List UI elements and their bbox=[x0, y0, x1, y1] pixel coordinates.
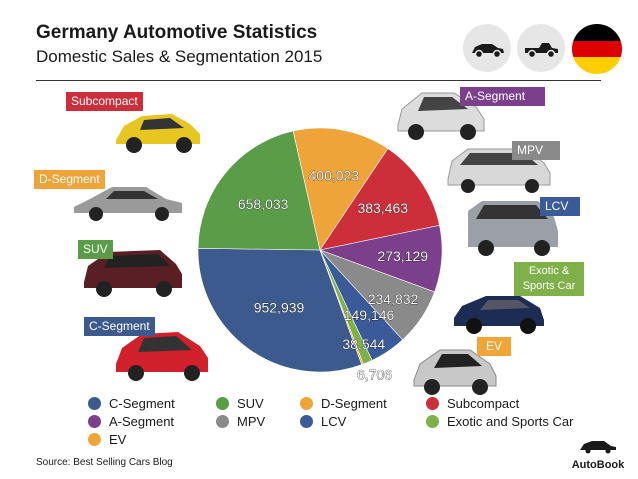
legend-item-exotic: Exotic and Sports Car bbox=[426, 414, 573, 429]
pie-label-suv: 658,033 bbox=[238, 196, 289, 212]
tag-ev: EV bbox=[477, 337, 511, 356]
legend-item-d-segment: D-Segment bbox=[300, 396, 387, 411]
legend-swatch bbox=[88, 397, 101, 410]
tag-mpv: MPV bbox=[512, 141, 560, 160]
legend-label: Subcompact bbox=[447, 396, 520, 411]
pie-slices bbox=[197, 127, 443, 373]
tag-suv: SUV bbox=[78, 240, 113, 259]
tag-subcompact: Subcompact bbox=[66, 92, 143, 111]
legend-swatch bbox=[88, 415, 101, 428]
legend-label: A-Segment bbox=[109, 414, 175, 429]
legend-item-lcv: LCV bbox=[300, 414, 346, 429]
legend-label: SUV bbox=[237, 396, 264, 411]
tag-lcv: LCV bbox=[540, 197, 580, 216]
tag-d-segment: D-Segment bbox=[34, 170, 105, 189]
legend-swatch bbox=[216, 415, 229, 428]
header-divider bbox=[36, 80, 601, 81]
tag-exotic: Exotic & Sports Car bbox=[514, 262, 584, 296]
page-subtitle: Domestic Sales & Segmentation 2015 bbox=[36, 47, 323, 66]
legend-label: Exotic and Sports Car bbox=[447, 414, 574, 429]
legend-item-mpv: MPV bbox=[216, 414, 265, 429]
pie-label-d-segment: 400,023 bbox=[309, 168, 360, 184]
subcompact-car-image bbox=[116, 114, 200, 153]
pie-slice-suv bbox=[197, 130, 321, 251]
source-note: Source: Best Selling Cars Blog bbox=[36, 457, 173, 468]
autobook-logo: AutoBook bbox=[568, 438, 628, 471]
legend-item-a-segment: A-Segment bbox=[88, 414, 174, 429]
legend-item-c-segment: C-Segment bbox=[88, 396, 175, 411]
exotic-car-image bbox=[454, 296, 544, 334]
pie-data-labels: 952,939 658,033 400,023 383,463 273,129 234,8… bbox=[238, 167, 429, 382]
legend-label: C-Segment bbox=[109, 396, 175, 411]
brand-name: AutoBook bbox=[571, 459, 625, 471]
flag-stripe-red bbox=[572, 40, 622, 58]
flag-stripe-black bbox=[572, 24, 622, 41]
pickup-icon bbox=[517, 24, 565, 72]
logo-car-icon bbox=[580, 441, 616, 454]
legend-swatch bbox=[216, 397, 229, 410]
c-segment-car-image bbox=[116, 332, 208, 381]
tag-a-segment: A-Segment bbox=[460, 87, 545, 106]
pie-slice-d-segment bbox=[292, 127, 389, 251]
legend-swatch bbox=[300, 415, 313, 428]
pie-label-lcv: 149,146 bbox=[344, 307, 395, 323]
pie-label-c-segment: 952,939 bbox=[254, 300, 305, 316]
suv-car-image bbox=[84, 250, 182, 297]
pie-slice-ev bbox=[319, 249, 364, 366]
legend-swatch bbox=[426, 397, 439, 410]
legend-label: D-Segment bbox=[321, 396, 387, 411]
lcv-car-image bbox=[468, 201, 558, 256]
tag-c-segment: C-Segment bbox=[84, 317, 155, 336]
legend-item-subcompact: Subcompact bbox=[426, 396, 519, 411]
legend-swatch bbox=[426, 415, 439, 428]
legend-swatch bbox=[88, 433, 101, 446]
legend-label: EV bbox=[109, 432, 127, 447]
legend-label: LCV bbox=[321, 414, 347, 429]
legend-item-ev: EV bbox=[88, 432, 126, 447]
pie-label-exotic-and-sports-car: 38,544 bbox=[342, 336, 385, 352]
ev-car-image bbox=[413, 349, 497, 395]
legend-swatch bbox=[300, 397, 313, 410]
pie-label-subcompact: 383,463 bbox=[357, 200, 408, 216]
pie-slice-c-segment bbox=[197, 248, 363, 373]
pie-slice-subcompact bbox=[319, 148, 440, 251]
pie-label-ev: 6,706 bbox=[357, 366, 392, 382]
flag-stripe-gold bbox=[572, 57, 622, 74]
pie-label-a-segment: 273,129 bbox=[377, 248, 428, 264]
legend-label: MPV bbox=[237, 414, 266, 429]
legend-item-suv: SUV bbox=[216, 396, 264, 411]
sedan-icon bbox=[463, 24, 511, 72]
germany-flag-icon bbox=[572, 24, 622, 74]
pie-label-mpv: 234,832 bbox=[368, 291, 419, 307]
d-segment-car-image bbox=[74, 187, 182, 221]
page-title: Germany Automotive Statistics bbox=[36, 22, 318, 43]
